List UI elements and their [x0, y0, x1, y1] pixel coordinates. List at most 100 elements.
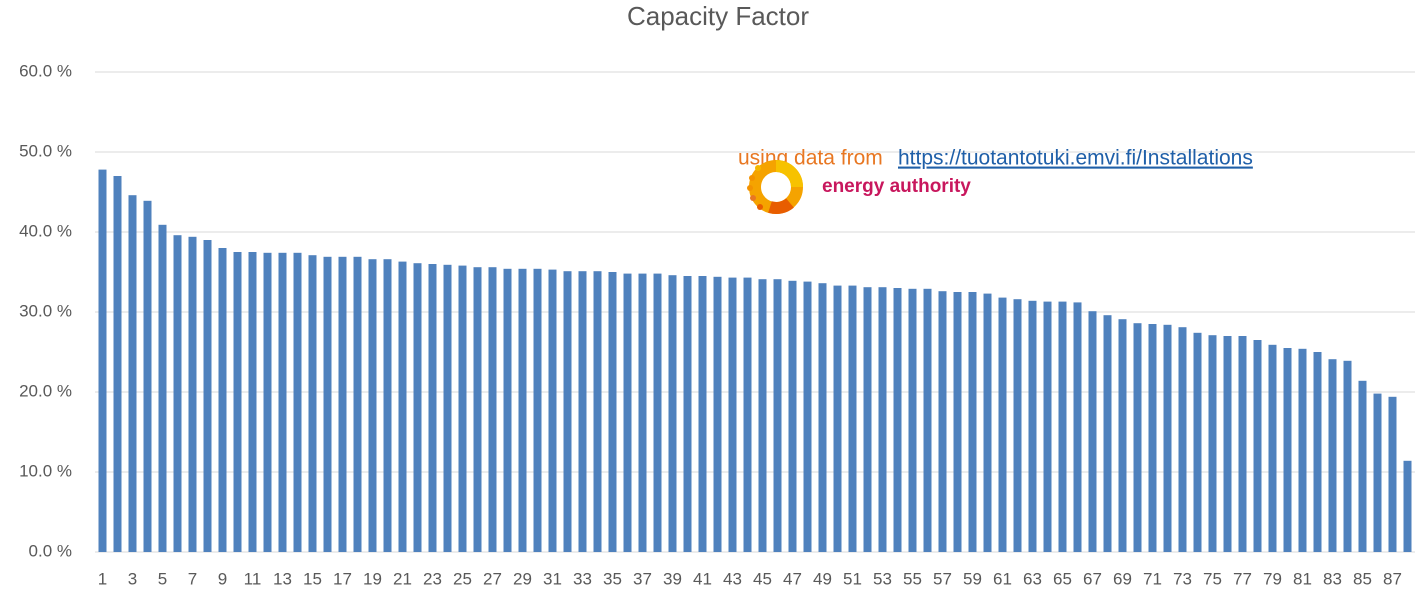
bar [938, 291, 947, 552]
bar [1373, 393, 1382, 552]
y-tick-label: 20.0 % [19, 381, 72, 400]
bar [608, 272, 617, 552]
bar [1268, 344, 1277, 552]
x-tick-label: 17 [333, 569, 352, 588]
bar [968, 292, 977, 552]
bar [293, 252, 302, 553]
bar [758, 279, 767, 552]
bar [1343, 360, 1352, 552]
bar [218, 248, 227, 552]
x-tick-label: 69 [1113, 569, 1132, 588]
x-tick-label: 73 [1173, 569, 1192, 588]
bar [728, 277, 737, 552]
y-tick-label: 30.0 % [19, 301, 72, 320]
x-tick-label: 41 [693, 569, 712, 588]
bar [1088, 311, 1097, 552]
x-tick-label: 53 [873, 569, 892, 588]
bar [1358, 380, 1367, 552]
x-tick-label: 15 [303, 569, 322, 588]
bar [1148, 324, 1157, 552]
bar [173, 235, 182, 552]
x-tick-label: 45 [753, 569, 772, 588]
bar [443, 264, 452, 552]
bar [1118, 319, 1127, 552]
x-tick-label: 47 [783, 569, 802, 588]
x-tick-label: 85 [1353, 569, 1372, 588]
y-tick-label: 10.0 % [19, 461, 72, 480]
bar [368, 259, 377, 552]
bar [1013, 299, 1022, 552]
bar [983, 293, 992, 552]
bar [1223, 336, 1232, 552]
bar [653, 273, 662, 552]
bar [998, 297, 1007, 552]
chart-title: Capacity Factor [627, 1, 809, 31]
y-tick-label: 60.0 % [19, 61, 72, 80]
bar [1178, 327, 1187, 552]
x-tick-label: 21 [393, 569, 412, 588]
bar [668, 275, 677, 552]
bar [878, 287, 887, 552]
bar [188, 236, 197, 553]
x-tick-label: 19 [363, 569, 382, 588]
bar [323, 256, 332, 552]
bar [158, 224, 167, 553]
x-tick-label: 79 [1263, 569, 1282, 588]
bar [1328, 359, 1337, 552]
logo-text: energy authority [822, 176, 971, 197]
bar [1208, 335, 1217, 552]
source-link[interactable]: https://tuotantotuki.emvi.fi/Installatio… [898, 147, 1253, 170]
bar [203, 240, 212, 552]
bar [623, 273, 632, 552]
logo-dot [750, 195, 756, 201]
x-tick-label: 77 [1233, 569, 1252, 588]
bar [713, 276, 722, 552]
bar [143, 200, 152, 553]
bar [818, 283, 827, 552]
x-tick-label: 35 [603, 569, 622, 588]
bar [473, 267, 482, 552]
bar [1058, 301, 1067, 552]
bar [1043, 301, 1052, 552]
bar [578, 271, 587, 552]
bar [488, 267, 497, 552]
bar [533, 268, 542, 552]
bar [1073, 302, 1082, 552]
x-tick-label: 57 [933, 569, 952, 588]
logo-arc [775, 160, 803, 188]
x-tick-label: 65 [1053, 569, 1072, 588]
bar [788, 280, 797, 552]
x-tick-label: 49 [813, 569, 832, 588]
x-tick-label: 81 [1293, 569, 1312, 588]
bar [683, 276, 692, 552]
x-tick-label: 51 [843, 569, 862, 588]
bar [518, 268, 527, 552]
bar [698, 276, 707, 552]
bar [743, 277, 752, 552]
logo-dot [747, 185, 753, 191]
x-tick-label: 43 [723, 569, 742, 588]
bar [548, 269, 557, 552]
bar [1388, 396, 1397, 552]
bar [233, 252, 242, 552]
x-tick-label: 67 [1083, 569, 1102, 588]
x-tick-label: 3 [128, 569, 137, 588]
x-tick-label: 27 [483, 569, 502, 588]
bar [428, 264, 437, 552]
bar [773, 279, 782, 552]
bar [113, 176, 122, 552]
bar [953, 292, 962, 552]
bar [593, 271, 602, 552]
y-tick-label: 50.0 % [19, 141, 72, 160]
bar [398, 261, 407, 552]
bar [833, 285, 842, 552]
x-tick-label: 31 [543, 569, 562, 588]
x-tick-label: 61 [993, 569, 1012, 588]
x-tick-label: 55 [903, 569, 922, 588]
x-tick-label: 59 [963, 569, 982, 588]
logo-dot [755, 165, 761, 171]
x-tick-label: 87 [1383, 569, 1402, 588]
bar [893, 288, 902, 552]
bar [1238, 336, 1247, 552]
